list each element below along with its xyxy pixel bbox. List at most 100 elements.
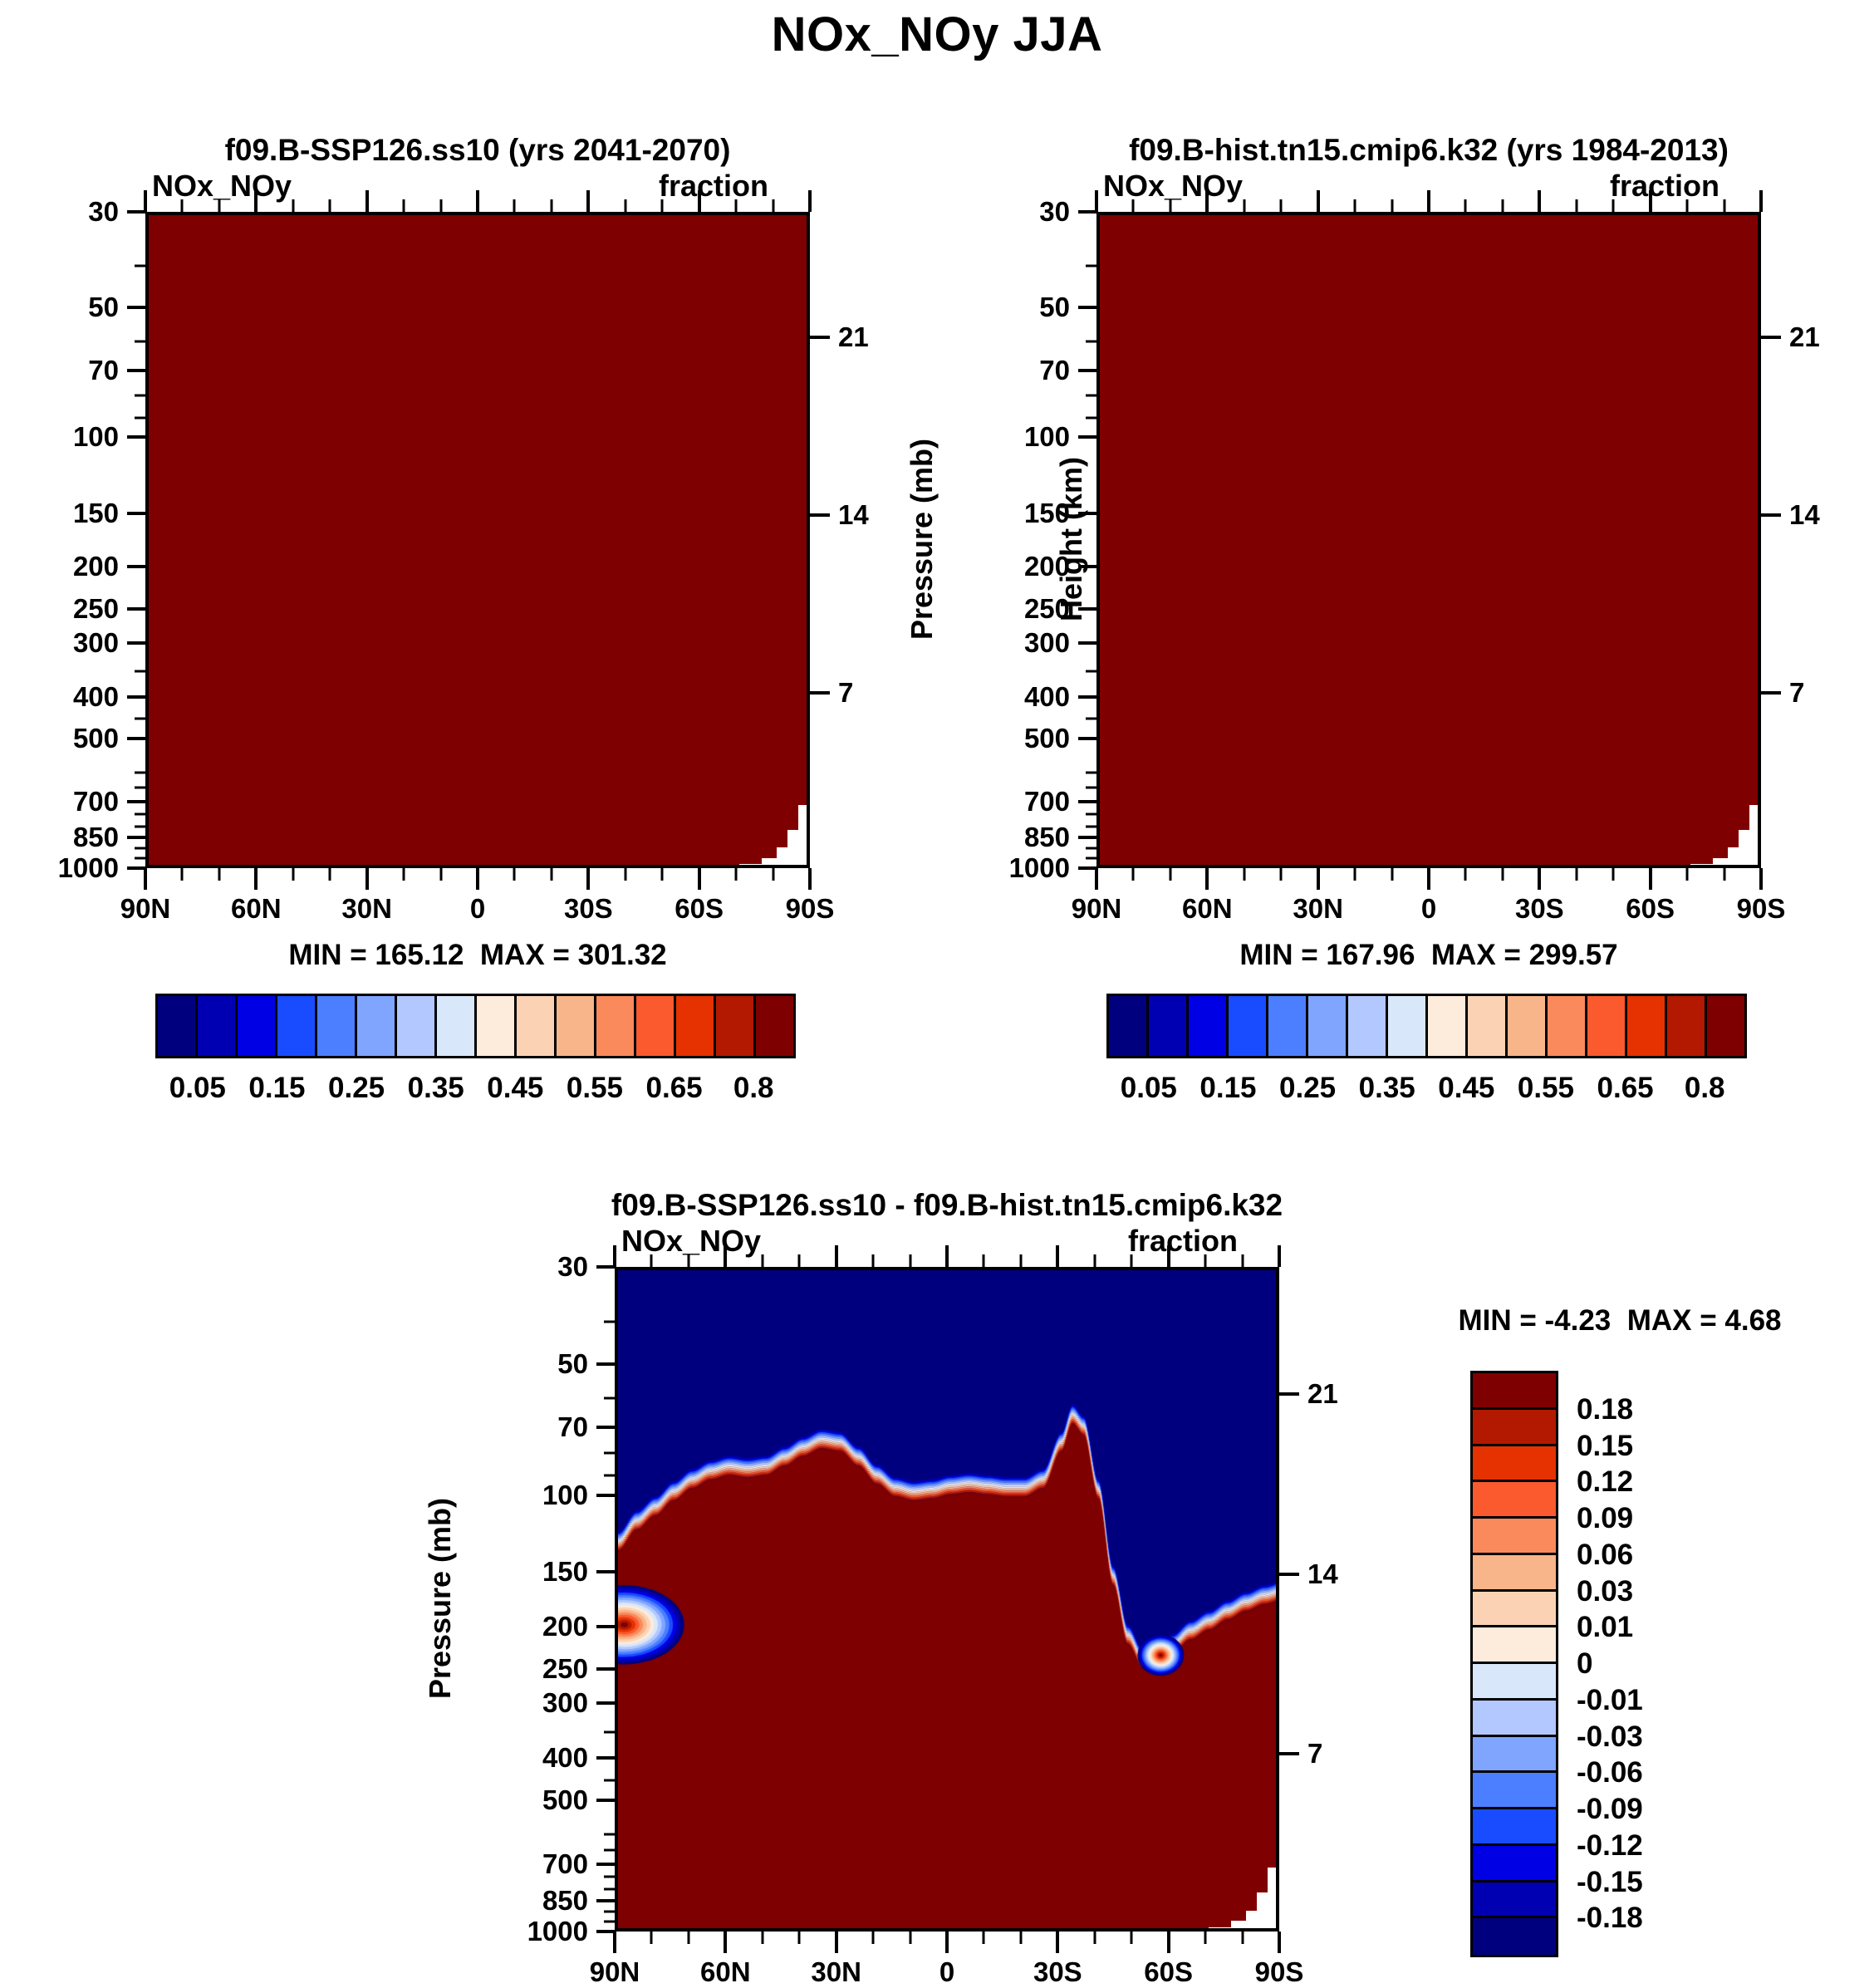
pressure-tick-mark — [127, 435, 145, 439]
lat-tick-mark — [254, 868, 258, 890]
pressure-tick-label: 700 — [72, 785, 119, 817]
pressure-tick-mark — [127, 306, 145, 310]
lat-tick-label: 60N — [1182, 893, 1233, 924]
contour-fill-right — [1100, 215, 1758, 865]
pressure-tick-label: 300 — [542, 1687, 588, 1719]
lat-tick-label: 30S — [563, 893, 613, 924]
terrain-mask — [761, 857, 778, 865]
lat-tick-mark — [650, 1932, 653, 1944]
lat-tick-mark — [1056, 1245, 1060, 1267]
pressure-minor-tick — [1086, 825, 1096, 828]
lat-tick-mark — [402, 868, 405, 881]
lat-tick-label: 90S — [785, 893, 835, 924]
pressure-tick-label: 50 — [557, 1347, 588, 1379]
colorbar-label: 0.45 — [487, 1072, 544, 1104]
terrain-mask — [1749, 804, 1758, 865]
lat-tick-mark — [586, 190, 591, 212]
colorbar-swatch — [477, 996, 517, 1056]
colorbar-swatch — [1707, 996, 1744, 1056]
contour-fill-left — [149, 215, 807, 865]
pressure-tick-label: 30 — [557, 1251, 588, 1282]
colorbar-label: 0.45 — [1438, 1072, 1495, 1104]
lat-tick-mark — [797, 1254, 801, 1267]
lat-tick-mark — [1685, 868, 1689, 881]
pressure-tick-label: 200 — [1023, 551, 1070, 582]
minmax-left: MIN = 165.12 MAX = 301.32 — [0, 939, 1026, 972]
pressure-minor-tick — [1086, 847, 1096, 850]
pressure-tick-label: 300 — [72, 626, 119, 658]
pressure-minor-tick — [135, 825, 145, 828]
minmax-diff: MIN = -4.23 MAX = 4.68 — [1354, 1304, 1874, 1338]
colorbar-absolute-right — [1106, 994, 1747, 1058]
colorbar-swatch — [1473, 1809, 1556, 1846]
lat-tick-label: 60N — [700, 1956, 751, 1987]
pressure-tick-mark — [1078, 435, 1096, 439]
pressure-tick-label: 250 — [542, 1652, 588, 1684]
colorbar-label: 0.06 — [1577, 1538, 1634, 1571]
lat-tick-mark — [365, 868, 369, 890]
pressure-tick-mark — [596, 1898, 615, 1902]
pressure-tick-mark — [1078, 368, 1096, 372]
lat-tick-label: 30S — [1514, 893, 1564, 924]
terrain-mask — [1245, 1910, 1258, 1928]
pressure-minor-tick — [1086, 786, 1096, 789]
terrain-mask — [1209, 1927, 1233, 1928]
lat-tick-mark — [1464, 868, 1467, 881]
colorbar-swatch — [397, 996, 437, 1056]
pressure-minor-tick — [604, 1320, 615, 1323]
lat-tick-mark — [1316, 868, 1320, 890]
pressure-tick-label: 700 — [542, 1848, 588, 1879]
colorbar-swatch — [676, 996, 716, 1056]
colorbar-swatch — [716, 996, 756, 1056]
terrain-mask — [787, 829, 801, 865]
pressure-tick-label: 1000 — [57, 852, 119, 883]
lat-tick-mark — [1278, 1245, 1281, 1267]
variable-label-diff: NOx_NOy — [621, 1224, 762, 1258]
colorbar-label: 0.01 — [1577, 1611, 1634, 1644]
colorbar-swatch — [1348, 996, 1388, 1056]
terrain-mask — [739, 863, 763, 865]
pressure-tick-mark — [1078, 836, 1096, 840]
panel-title-diff: f09.B-SSP126.ss10 - f09.B-hist.tn15.cmip… — [611, 1188, 1283, 1222]
pressure-tick-mark — [127, 866, 145, 870]
height-tick-label: 14 — [838, 498, 869, 530]
lat-tick-mark — [834, 1932, 838, 1953]
pressure-tick-label: 400 — [1023, 680, 1070, 712]
lat-tick-mark — [550, 868, 553, 881]
colorbar-label: 0.05 — [169, 1072, 226, 1104]
lat-tick-label: 90S — [1736, 893, 1786, 924]
y-axis-title-right: Pressure (mb) — [905, 438, 939, 641]
pressure-minor-tick — [135, 857, 145, 860]
terrain-mask — [1738, 829, 1752, 865]
pressure-tick-mark — [1078, 641, 1096, 645]
pressure-tick-mark — [596, 1930, 615, 1933]
colorbar-swatch — [517, 996, 557, 1056]
pressure-tick-mark — [127, 736, 145, 740]
colorbar-label: -0.15 — [1577, 1865, 1643, 1898]
pressure-minor-tick — [135, 340, 145, 343]
lat-tick-mark — [1166, 1245, 1170, 1267]
colorbar-label: 0.35 — [1358, 1072, 1415, 1104]
lat-tick-mark — [1130, 1254, 1133, 1267]
lat-tick-label: 90N — [1071, 893, 1122, 924]
lat-tick-mark — [1464, 199, 1467, 212]
pressure-tick-mark — [1078, 695, 1096, 699]
pressure-minor-tick — [604, 1848, 615, 1852]
pressure-tick-mark — [596, 1862, 615, 1866]
colorbar-swatch — [1473, 1882, 1556, 1919]
y2-axis-title-left: Height (km) — [1054, 457, 1088, 621]
lat-tick-label: 60S — [1144, 1956, 1194, 1987]
lat-tick-mark — [624, 868, 627, 881]
lat-tick-mark — [697, 190, 701, 212]
pressure-minor-tick — [1086, 670, 1096, 673]
lat-tick-mark — [772, 199, 775, 212]
lat-tick-mark — [1205, 190, 1209, 212]
pressure-minor-tick — [135, 394, 145, 397]
height-tick-mark — [1761, 513, 1781, 517]
colorbar-swatch — [756, 996, 793, 1056]
colorbar-swatch — [238, 996, 277, 1056]
lat-tick-label: 30S — [1033, 1956, 1082, 1987]
pressure-minor-tick — [1086, 264, 1096, 268]
lat-tick-mark — [808, 868, 812, 890]
lat-tick-mark — [871, 1254, 875, 1267]
